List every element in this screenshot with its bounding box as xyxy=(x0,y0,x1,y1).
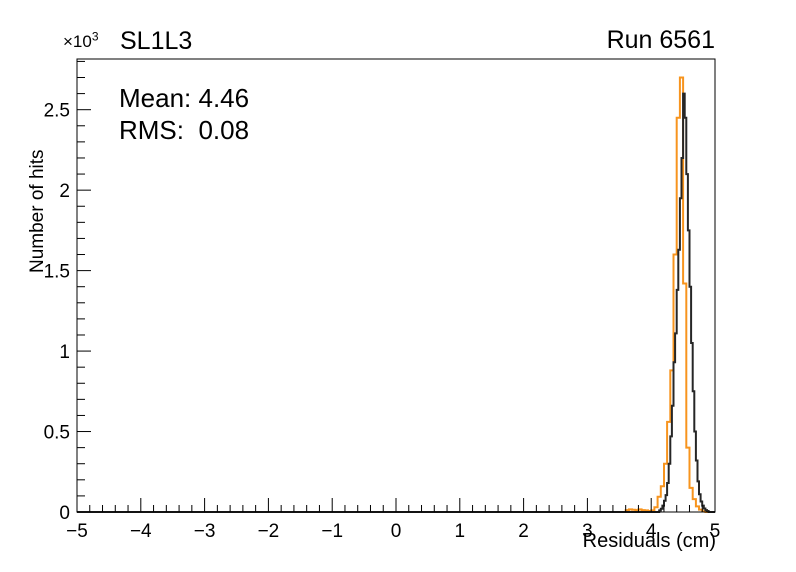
x-axis-tick-label: 0 xyxy=(391,521,402,542)
rms-stat-text: RMS: 0.08 xyxy=(119,115,250,145)
y-axis-tick-label: 1 xyxy=(59,342,70,363)
y-axis-multiplier-exponent: 3 xyxy=(91,29,99,44)
reference-histogram-black xyxy=(77,92,715,513)
x-axis-tick-label: −3 xyxy=(194,521,216,542)
x-axis-tick-label: −2 xyxy=(258,521,280,542)
y-axis-tick-label: 0.5 xyxy=(44,423,70,444)
x-axis-tick-label: 5 xyxy=(710,521,721,542)
y-axis-multiplier: ×103 xyxy=(63,30,99,51)
x-axis-tick-label: −5 xyxy=(66,521,88,542)
mean-stat-text: Mean: 4.46 xyxy=(119,83,250,113)
y-axis-tick-label: 0 xyxy=(59,503,70,524)
y-axis-tick-label: 2 xyxy=(59,181,70,202)
x-axis-tick-label: −1 xyxy=(321,521,343,542)
y-axis-multiplier-base: ×10 xyxy=(63,32,92,51)
x-axis-tick-label: 1 xyxy=(455,521,466,542)
x-axis-tick-label: −4 xyxy=(130,521,152,542)
y-axis-tick-label: 2.5 xyxy=(44,101,70,122)
x-axis-title: Residuals (cm) xyxy=(582,530,716,552)
x-axis-tick-label: 4 xyxy=(646,521,657,542)
x-axis-tick-label: 2 xyxy=(518,521,529,542)
plot-title: SL1L3 xyxy=(120,27,193,55)
y-axis-title: Number of hits xyxy=(27,149,48,273)
x-axis-tick-label: 3 xyxy=(582,521,593,542)
run-histogram-orange xyxy=(77,76,715,513)
run-number-label: Run 6561 xyxy=(606,26,715,54)
y-axis-tick-label: 1.5 xyxy=(44,262,70,283)
